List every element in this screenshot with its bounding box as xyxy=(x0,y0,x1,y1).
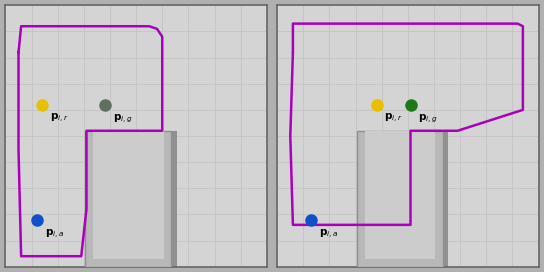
Bar xyxy=(90,131,177,267)
Text: $\mathbf{p}_{i,g}$: $\mathbf{p}_{i,g}$ xyxy=(113,113,132,125)
Bar xyxy=(93,131,164,259)
Bar xyxy=(85,131,171,267)
Text: $\mathbf{p}_{i,a}$: $\mathbf{p}_{i,a}$ xyxy=(319,228,338,242)
Bar xyxy=(357,131,443,267)
Text: $\mathbf{p}_{i,r}$: $\mathbf{p}_{i,r}$ xyxy=(50,112,69,125)
Bar xyxy=(362,131,448,267)
Text: $\mathbf{p}_{i,g}$: $\mathbf{p}_{i,g}$ xyxy=(418,113,438,125)
Text: $\mathbf{p}_{i,a}$: $\mathbf{p}_{i,a}$ xyxy=(45,228,64,242)
Text: $\mathbf{p}_{i,r}$: $\mathbf{p}_{i,r}$ xyxy=(385,112,403,125)
Bar xyxy=(365,131,435,259)
